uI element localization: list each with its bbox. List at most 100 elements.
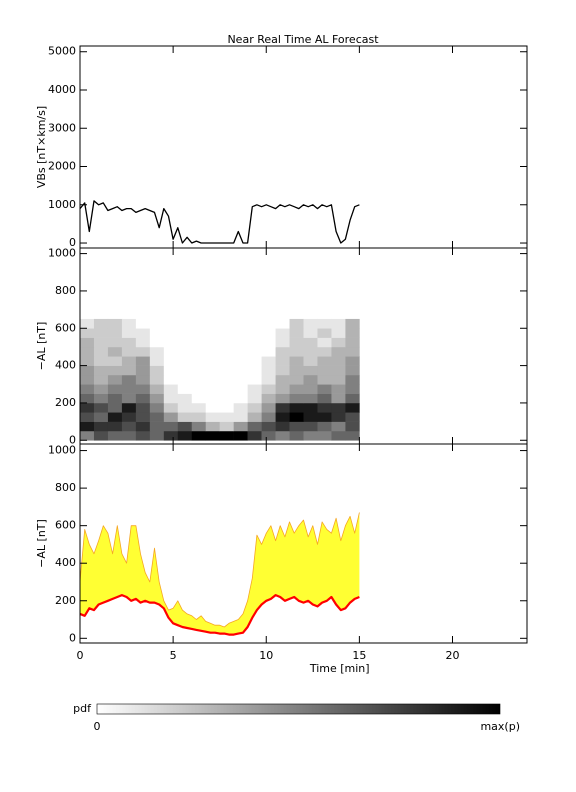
heat-cell [205, 402, 220, 413]
heat-cell [247, 318, 262, 329]
heat-cell [275, 337, 290, 348]
heat-cell [205, 318, 220, 329]
heat-cell [317, 365, 332, 376]
heat-cell [275, 430, 290, 441]
heat-cell [163, 421, 179, 432]
heat-cell [191, 318, 207, 329]
heat-cell [275, 421, 290, 432]
heat-cell [331, 393, 346, 404]
heat-cell [177, 374, 193, 385]
heat-cell [80, 374, 95, 385]
heat-cell [205, 393, 220, 404]
heat-cell [107, 393, 123, 404]
heat-cell [149, 412, 165, 422]
heat-cell [303, 393, 318, 404]
heat-cell [345, 393, 360, 404]
y-axis-label: VBs [nT×km/s] [35, 106, 48, 188]
colorbar-label: pdf [73, 702, 92, 715]
heat-cell [191, 374, 207, 385]
heat-cell [121, 328, 137, 338]
heat-cell [233, 402, 248, 413]
data-line [80, 200, 360, 244]
heat-cell [93, 402, 109, 413]
heat-cell [261, 318, 276, 329]
heat-cell [289, 365, 304, 376]
heat-cell [247, 346, 262, 357]
heat-cell [163, 430, 179, 441]
x-axis-label: Time [min] [309, 662, 370, 675]
y-tick-label: 0 [69, 631, 76, 644]
heat-cell [289, 328, 304, 338]
heat-cell [205, 430, 220, 441]
heat-cell [177, 318, 193, 329]
heat-cell [219, 328, 234, 338]
heat-cell [233, 356, 248, 366]
heat-cell [121, 421, 137, 432]
heat-cell [261, 421, 276, 432]
heat-cell [247, 402, 262, 413]
heat-cell [177, 328, 193, 338]
y-tick-label: 400 [55, 359, 76, 372]
plot-area [80, 200, 360, 244]
heat-cell [121, 393, 137, 404]
heat-cell [345, 421, 360, 432]
heat-cell [233, 430, 248, 441]
heat-cell [345, 318, 360, 329]
heat-cell [177, 430, 193, 441]
heat-cell [345, 430, 360, 441]
heat-cell [121, 402, 137, 413]
heat-cell [289, 337, 304, 348]
heat-cell [93, 346, 109, 357]
heat-cell [303, 365, 318, 376]
heat-cell [93, 318, 109, 329]
heat-cell [93, 365, 109, 376]
heat-cell [135, 402, 151, 413]
y-tick-label: 2000 [48, 160, 76, 173]
heat-cell [107, 430, 123, 441]
heat-cell [247, 430, 262, 441]
heat-cell [233, 374, 248, 385]
heat-cell [121, 430, 137, 441]
y-tick-label: 1000 [48, 444, 76, 457]
heat-cell [80, 337, 95, 348]
heat-cell [233, 421, 248, 432]
x-tick-label: 0 [77, 649, 84, 662]
heat-cell [107, 402, 123, 413]
heat-cell [107, 328, 123, 338]
heat-cell [289, 421, 304, 432]
heat-cell [289, 412, 304, 422]
heat-cell [275, 356, 290, 366]
heat-cell [275, 384, 290, 394]
heat-cell [219, 421, 234, 432]
heat-cell [177, 365, 193, 376]
y-tick-label: 0 [69, 236, 76, 249]
heat-cell [247, 337, 262, 348]
heat-cell [107, 365, 123, 376]
heat-cell [177, 346, 193, 357]
heat-cell [275, 374, 290, 385]
heat-cell [177, 412, 193, 422]
heat-cell [149, 356, 165, 366]
heat-cell [247, 384, 262, 394]
heat-cell [135, 318, 151, 329]
heat-cell [107, 412, 123, 422]
heat-cell [191, 393, 207, 404]
heat-cell [219, 365, 234, 376]
y-tick-label: 200 [55, 594, 76, 607]
heat-cell [163, 346, 179, 357]
heat-cell [219, 374, 234, 385]
heat-cell [135, 346, 151, 357]
heat-cell [233, 365, 248, 376]
plot-frame [79, 45, 528, 249]
heat-cell [135, 365, 151, 376]
heat-cell [261, 337, 276, 348]
heat-cell [163, 393, 179, 404]
heat-cell [303, 412, 318, 422]
heat-cell [233, 328, 248, 338]
heat-cell [80, 328, 95, 338]
heat-cell [345, 365, 360, 376]
y-tick-label: 3000 [48, 121, 76, 134]
heat-cell [275, 346, 290, 357]
heat-cell [275, 328, 290, 338]
heat-cell [205, 412, 220, 422]
